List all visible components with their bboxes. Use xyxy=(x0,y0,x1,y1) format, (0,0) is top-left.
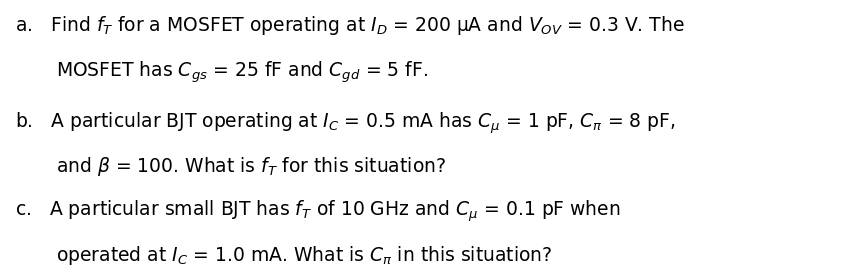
Text: and $\beta$ = 100. What is $f_T$ for this situation?: and $\beta$ = 100. What is $f_T$ for thi… xyxy=(56,155,445,178)
Text: b.   A particular BJT operating at $I_C$ = 0.5 mA has $C_{\mu}$ = 1 pF, $C_{\pi}: b. A particular BJT operating at $I_C$ =… xyxy=(15,110,676,136)
Text: c.   A particular small BJT has $f_T$ of 10 GHz and $C_{\mu}$ = 0.1 pF when: c. A particular small BJT has $f_T$ of 1… xyxy=(15,198,621,224)
Text: a.   Find $f_T$ for a MOSFET operating at $I_D$ = 200 μA and $V_{OV}$ = 0.3 V. T: a. Find $f_T$ for a MOSFET operating at … xyxy=(15,14,685,37)
Text: operated at $I_C$ = 1.0 mA. What is $C_{\pi}$ in this situation?: operated at $I_C$ = 1.0 mA. What is $C_{… xyxy=(56,244,552,267)
Text: MOSFET has $C_{gs}$ = 25 fF and $C_{gd}$ = 5 fF.: MOSFET has $C_{gs}$ = 25 fF and $C_{gd}$… xyxy=(56,60,428,85)
